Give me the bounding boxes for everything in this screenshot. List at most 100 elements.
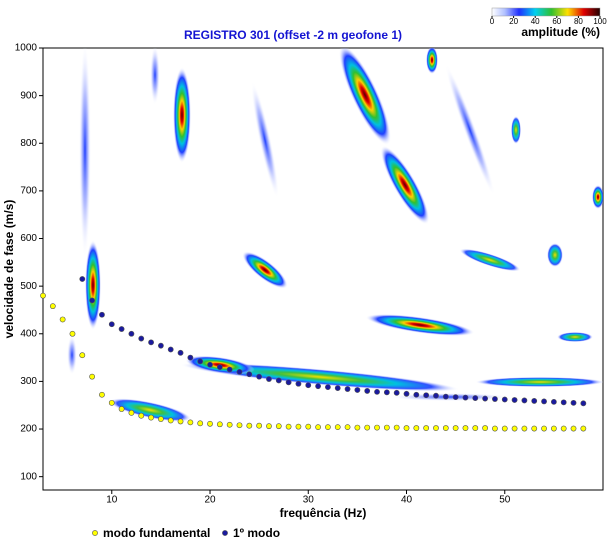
data-point (118, 406, 125, 412)
data-point (580, 400, 587, 407)
data-point (462, 425, 469, 431)
data-point (501, 425, 508, 432)
data-point (334, 424, 341, 431)
data-point (521, 397, 528, 404)
data-point (334, 385, 341, 391)
data-point (344, 386, 351, 392)
data-point (148, 414, 154, 421)
y-tick-label: 100 (20, 471, 37, 482)
data-point (393, 424, 400, 431)
data-point (354, 387, 361, 393)
data-point (157, 416, 164, 422)
data-point (423, 425, 430, 431)
heatmap (67, 48, 603, 422)
data-point (256, 373, 263, 380)
colorbar-tick-label: 100 (593, 17, 607, 26)
data-point (89, 373, 96, 380)
data-point (266, 423, 272, 430)
data-point (511, 425, 518, 432)
data-point (49, 303, 56, 310)
data-point (226, 366, 233, 373)
data-point (138, 412, 145, 419)
data-point (246, 422, 253, 429)
data-point (118, 326, 125, 332)
data-point (452, 425, 459, 431)
data-point (501, 396, 508, 403)
data-point (99, 311, 105, 318)
data-point (275, 423, 282, 430)
data-point (108, 399, 115, 406)
data-point (295, 423, 302, 430)
x-tick-label: 10 (106, 495, 118, 506)
y-tick-label: 500 (20, 281, 37, 292)
data-point (531, 398, 538, 404)
legend-marker (92, 530, 98, 536)
data-point (79, 276, 86, 282)
data-point (197, 420, 204, 427)
data-point (216, 421, 223, 428)
data-point (344, 424, 351, 431)
data-point (197, 358, 204, 365)
data-point (89, 297, 96, 304)
x-tick-label: 20 (204, 495, 216, 506)
data-point (216, 364, 223, 371)
data-point (452, 394, 459, 401)
colorbar-tick-label: 0 (490, 17, 495, 26)
data-point (305, 423, 312, 430)
colorbar-tick-label: 40 (531, 17, 540, 26)
data-point (354, 424, 361, 431)
data-point (433, 392, 439, 399)
x-tick-label: 40 (401, 495, 413, 506)
x-tick-label: 50 (499, 495, 511, 506)
data-point (285, 379, 292, 386)
data-point (383, 424, 390, 431)
data-point (472, 425, 479, 431)
data-point (511, 397, 518, 403)
data-point (236, 422, 243, 429)
data-point (560, 425, 567, 432)
legend-label: modo fundamental (103, 526, 210, 540)
data-point (364, 388, 371, 394)
y-tick-label: 900 (20, 90, 37, 101)
data-point (383, 389, 390, 396)
data-point (374, 424, 380, 431)
data-point (472, 395, 479, 401)
data-point (462, 394, 469, 401)
data-point (550, 398, 557, 405)
data-point (266, 376, 272, 382)
data-point (79, 352, 86, 359)
data-point (492, 396, 498, 402)
data-point (541, 425, 547, 432)
data-point (492, 425, 498, 432)
data-point (226, 421, 233, 428)
data-point (59, 316, 66, 323)
y-tick-label: 800 (20, 138, 37, 149)
data-point (40, 292, 46, 299)
data-point (167, 346, 174, 353)
data-point (550, 425, 557, 432)
y-tick-label: 200 (20, 424, 37, 435)
data-point (128, 330, 135, 337)
data-point (482, 425, 489, 431)
data-point (413, 391, 420, 398)
data-point (315, 424, 321, 431)
data-point (570, 425, 577, 432)
data-point (305, 382, 312, 389)
data-point (521, 425, 528, 432)
data-point (246, 371, 253, 378)
data-point (433, 425, 439, 431)
y-tick-label: 600 (20, 233, 37, 244)
y-axis-label: velocidade de fase (m/s) (2, 200, 16, 339)
data-point (187, 354, 194, 361)
data-point (531, 425, 538, 432)
data-point (99, 391, 105, 398)
data-point (177, 349, 184, 356)
data-point (423, 392, 430, 399)
data-point (325, 424, 331, 431)
data-point (128, 409, 135, 416)
data-point (403, 425, 410, 431)
colorbar-label: amplitude (%) (521, 25, 600, 39)
data-point (393, 389, 400, 396)
data-point (236, 368, 243, 375)
